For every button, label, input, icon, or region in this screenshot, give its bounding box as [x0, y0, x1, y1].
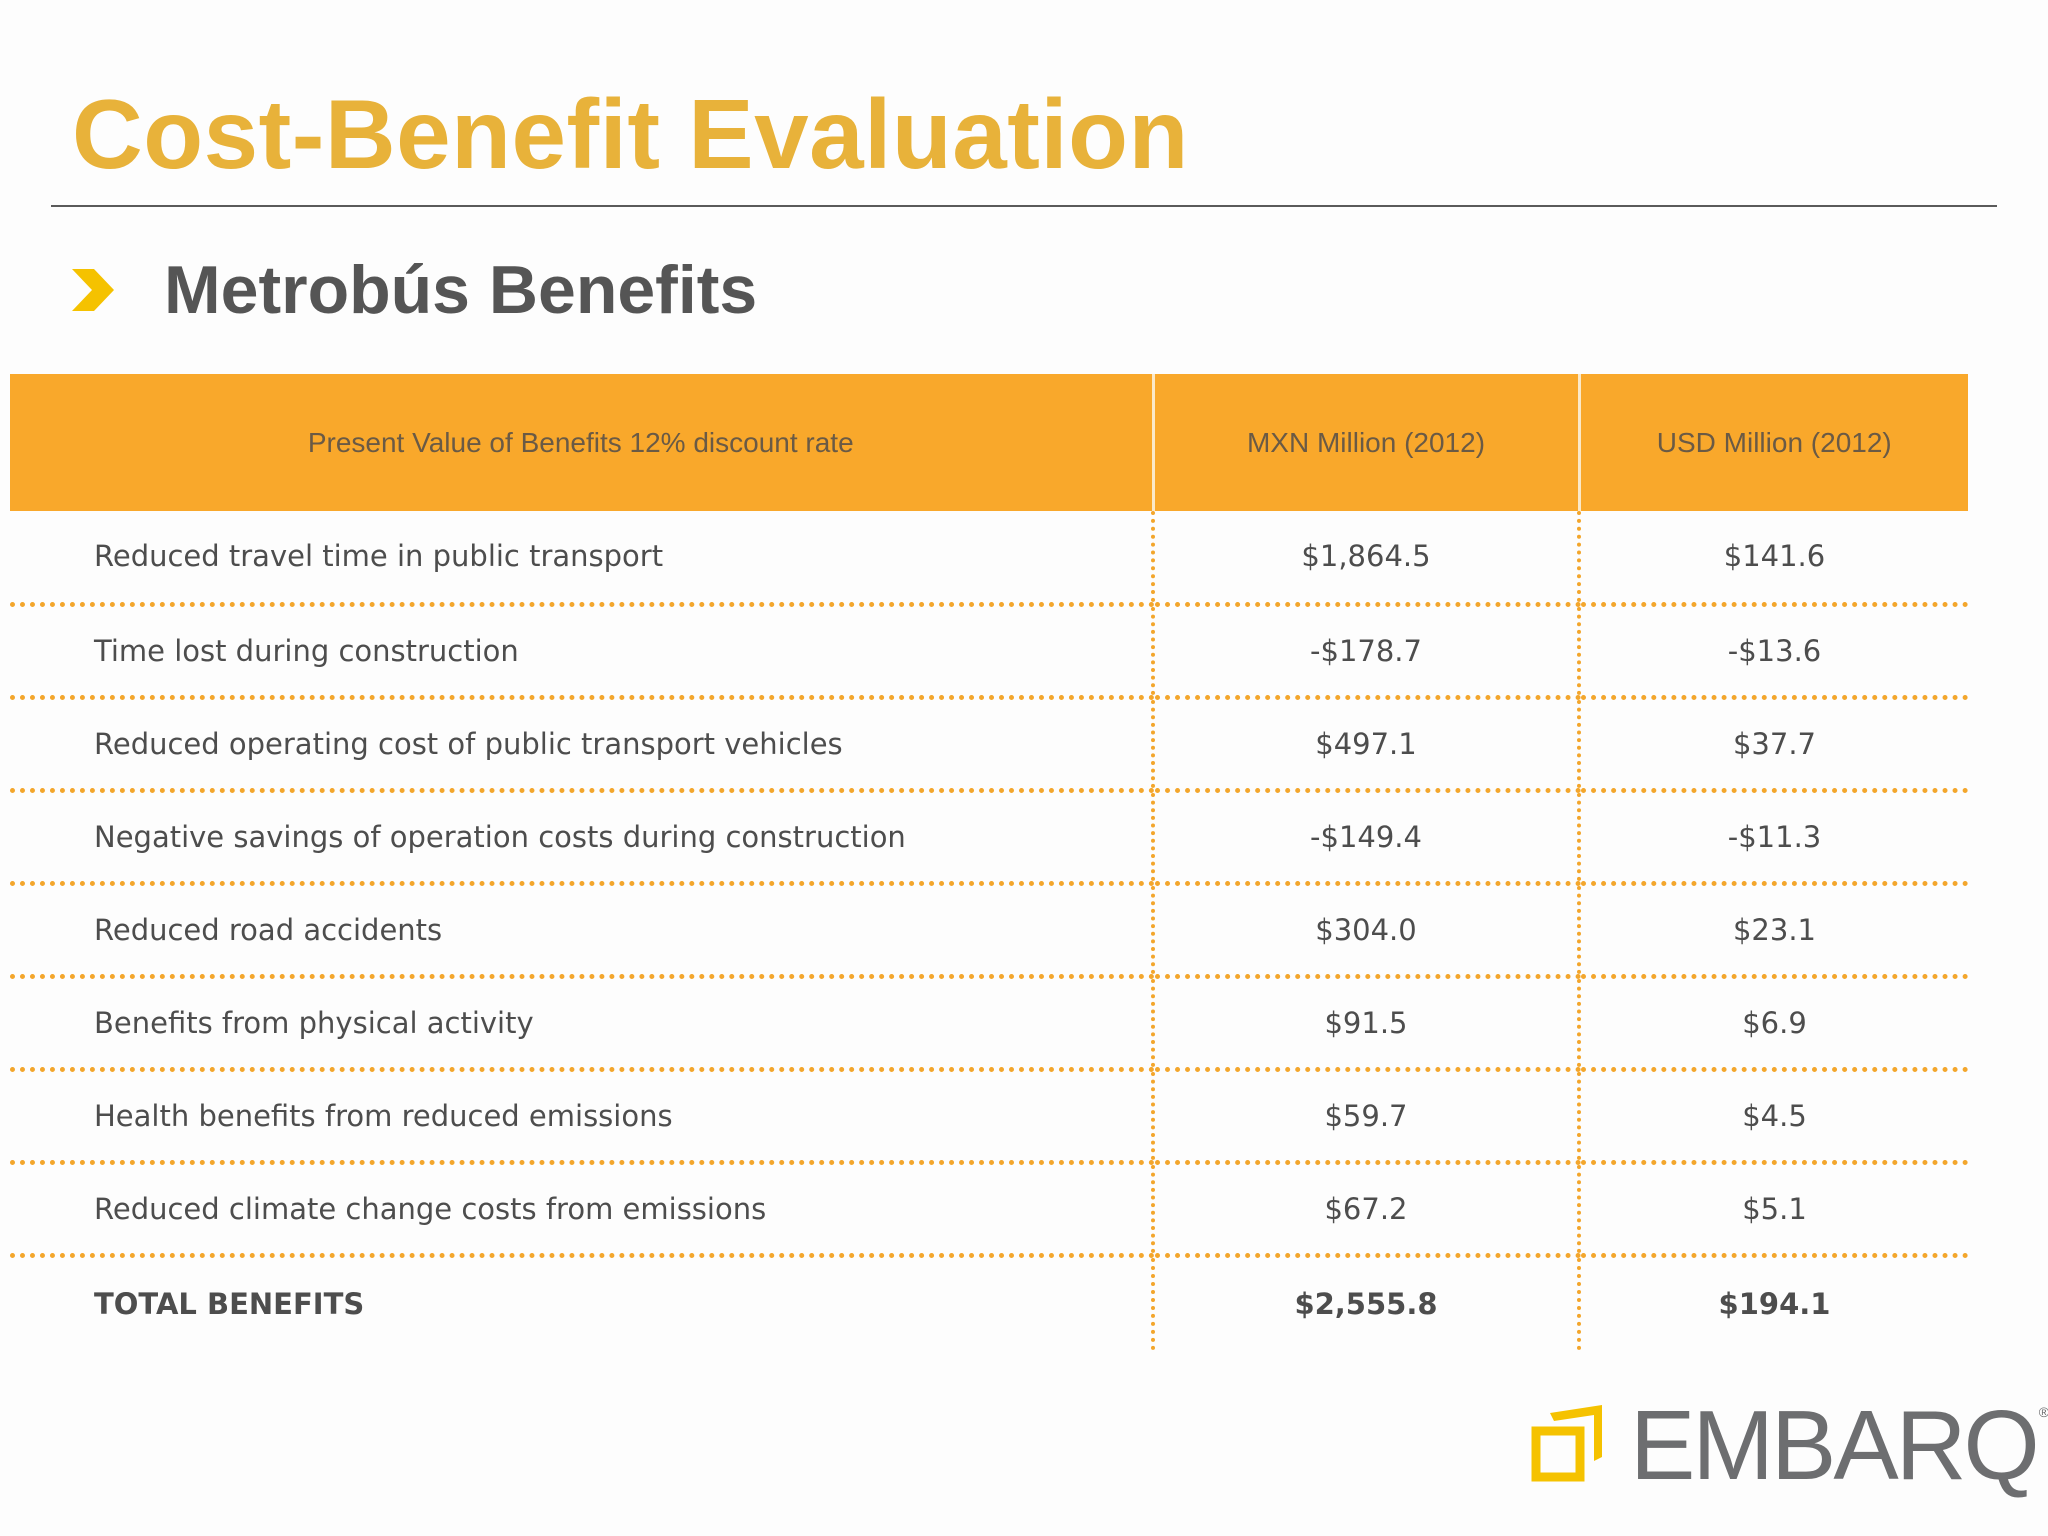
- row-mxn-value: $497.1: [1151, 697, 1579, 793]
- table-row: Time lost during construction -$178.7 -$…: [10, 604, 1968, 700]
- table-header-row: Present Value of Benefits 12% discount r…: [10, 374, 1968, 511]
- row-usd-value: -$13.6: [1577, 604, 1968, 700]
- header-usd: USD Million (2012): [1577, 374, 1968, 511]
- row-usd-value: $6.9: [1577, 976, 1968, 1072]
- row-mxn-value: -$178.7: [1151, 604, 1579, 700]
- total-label: TOTAL BENEFITS: [94, 1286, 365, 1321]
- logo-wordmark: EMBARQ: [1630, 1390, 2040, 1500]
- registered-mark: ®: [2038, 1404, 2048, 1420]
- row-label: Reduced operating cost of public transpo…: [10, 697, 1153, 793]
- benefits-table: Present Value of Benefits 12% discount r…: [10, 374, 1968, 1350]
- row-label: Negative savings of operation costs duri…: [10, 790, 1153, 886]
- row-usd-value: $23.1: [1577, 883, 1968, 979]
- table-row: Health benefits from reduced emissions $…: [10, 1069, 1968, 1165]
- chevron-right-icon: [72, 269, 114, 311]
- row-mxn-value: $1,864.5: [1151, 511, 1579, 607]
- slide-title: Cost-Benefit Evaluation: [72, 79, 1189, 189]
- row-mxn-value: $304.0: [1151, 883, 1579, 979]
- benefits-table-container: Present Value of Benefits 12% discount r…: [10, 374, 1968, 1350]
- row-usd-value: $5.1: [1577, 1162, 1968, 1258]
- total-usd-value: $194.1: [1577, 1255, 1968, 1350]
- row-label: Benefits from physical activity: [10, 976, 1153, 1072]
- row-label: Reduced road accidents: [10, 883, 1153, 979]
- embarq-logo: EMBARQ ®: [1530, 1390, 2048, 1500]
- row-label: Reduced travel time in public transport: [10, 511, 1153, 607]
- row-usd-value: $4.5: [1577, 1069, 1968, 1165]
- table-row: Reduced travel time in public transport …: [10, 511, 1968, 607]
- title-divider: [51, 205, 1997, 207]
- row-usd-value: $37.7: [1577, 697, 1968, 793]
- row-label: Reduced climate change costs from emissi…: [10, 1162, 1153, 1258]
- row-mxn-value: -$149.4: [1151, 790, 1579, 886]
- row-usd-value: -$11.3: [1577, 790, 1968, 886]
- table-row: Reduced road accidents $304.0 $23.1: [10, 883, 1968, 979]
- header-benefit: Present Value of Benefits 12% discount r…: [10, 374, 1153, 511]
- subtitle-row: Metrobús Benefits: [68, 250, 757, 330]
- row-label: Health benefits from reduced emissions: [10, 1069, 1153, 1165]
- header-mxn: MXN Million (2012): [1151, 374, 1579, 511]
- row-label: Time lost during construction: [10, 604, 1153, 700]
- row-mxn-value: $91.5: [1151, 976, 1579, 1072]
- table-row: Reduced operating cost of public transpo…: [10, 697, 1968, 793]
- total-mxn-value: $2,555.8: [1151, 1255, 1579, 1350]
- row-usd-value: $141.6: [1577, 511, 1968, 607]
- row-mxn-value: $67.2: [1151, 1162, 1579, 1258]
- table-row: Negative savings of operation costs duri…: [10, 790, 1968, 886]
- embarq-logo-icon: [1531, 1405, 1602, 1482]
- table-row: Reduced climate change costs from emissi…: [10, 1162, 1968, 1258]
- section-subtitle: Metrobús Benefits: [164, 252, 758, 328]
- table-total-row: TOTAL BENEFITS $2,555.8 $194.1: [10, 1255, 1968, 1350]
- table-row: Benefits from physical activity $91.5 $6…: [10, 976, 1968, 1072]
- row-mxn-value: $59.7: [1151, 1069, 1579, 1165]
